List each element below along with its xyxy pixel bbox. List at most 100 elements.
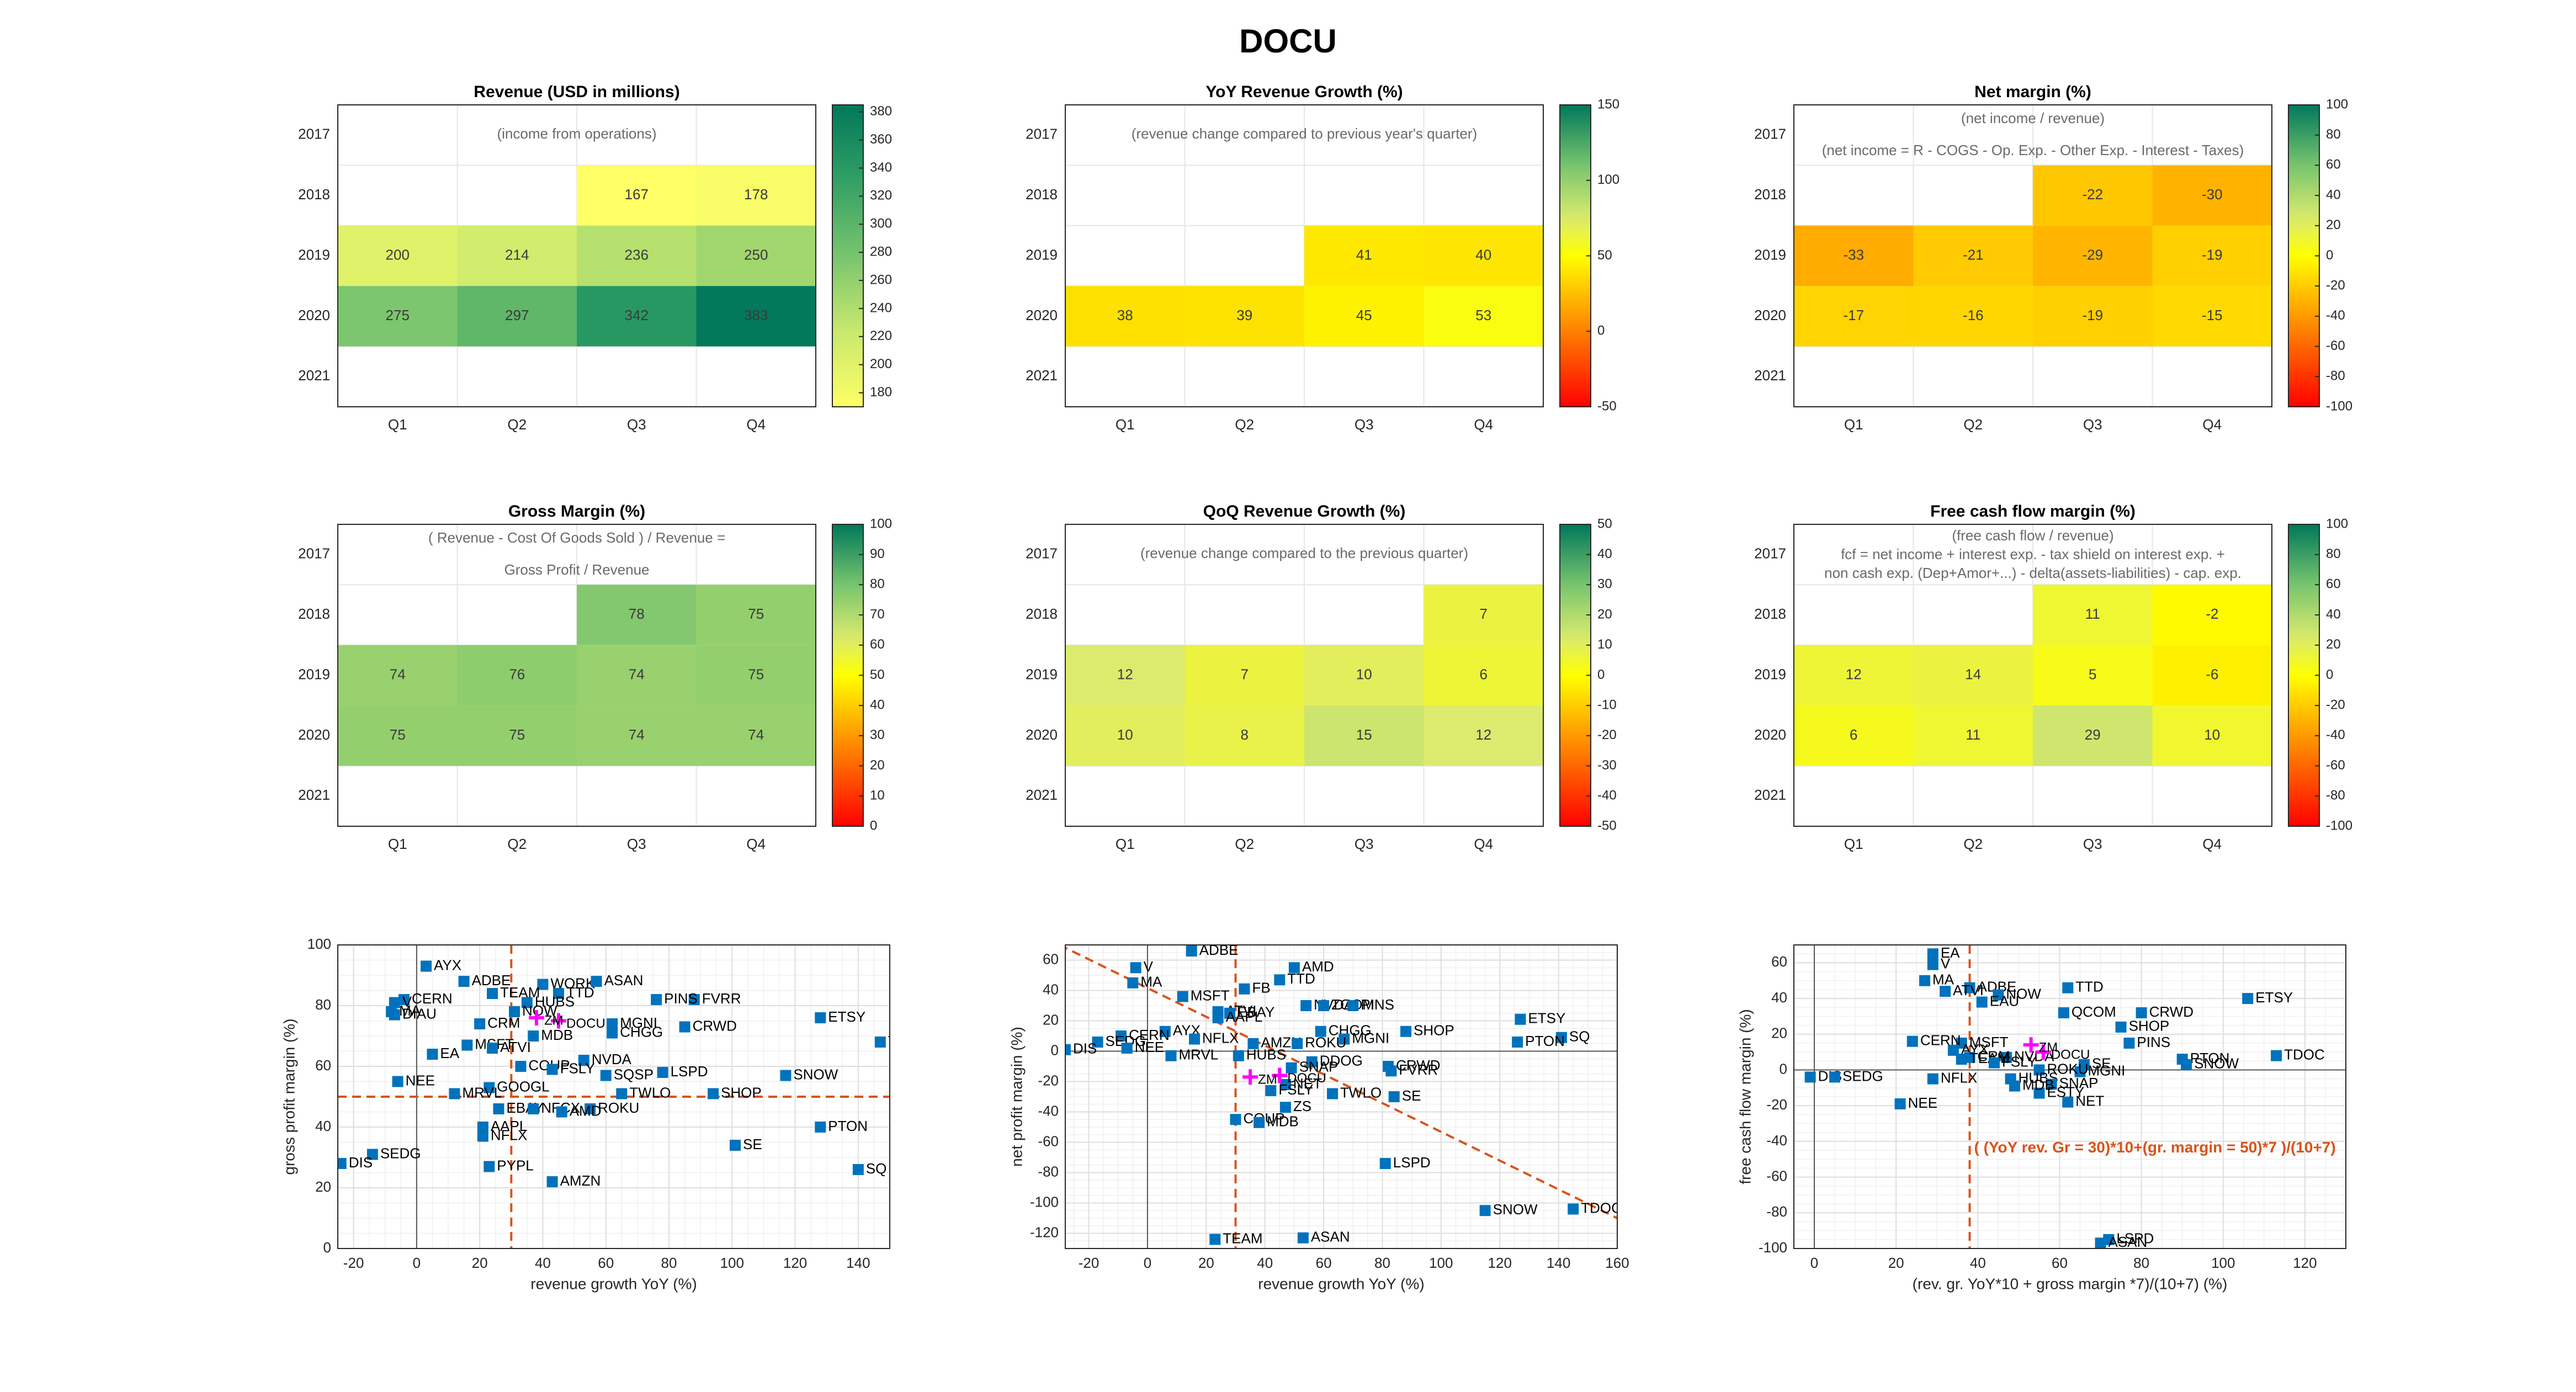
data-point-label: ATVI — [500, 1039, 531, 1055]
data-point-marker — [1976, 996, 1988, 1008]
data-point-marker — [1116, 1030, 1127, 1042]
reference-line — [1065, 946, 1617, 1219]
y-tick-label: 2018 — [1754, 605, 1786, 622]
y-tick-label: 2019 — [298, 666, 330, 682]
data-point-marker — [585, 1103, 596, 1114]
x-tick-label: 120 — [1488, 1255, 1512, 1271]
colorbar-tick-label: 10 — [870, 788, 885, 803]
colorbar-tick-label: 0 — [2326, 667, 2333, 682]
x-tick-label: 80 — [661, 1255, 677, 1271]
data-point-marker — [2062, 1096, 2074, 1108]
data-point-marker — [556, 1106, 567, 1118]
heatmap-chart: 11 -2 12 14 5 -6 6 11 29 10 Q1 Q2 Q3 Q4 2017 2018 2019 20… — [1754, 502, 2352, 852]
data-point-label: EA — [1941, 944, 1960, 961]
colorbar-tick-label: 0 — [1597, 667, 1605, 682]
data-point-marker — [399, 994, 410, 1005]
cell-value-label: 76 — [509, 666, 525, 682]
data-point-label: AMD — [1302, 958, 1334, 975]
heatmap-cell — [577, 585, 697, 645]
data-point-marker — [1515, 1013, 1526, 1025]
cell-value-label: 178 — [744, 186, 768, 203]
data-point-marker — [1279, 1102, 1291, 1113]
chart-subtitle: Gross Profit / Revenue — [504, 561, 650, 578]
cell-value-label: -15 — [2202, 307, 2223, 323]
cell-value-label: 78 — [629, 605, 645, 622]
y-tick-label: 0 — [323, 1239, 331, 1256]
data-point-label: ROKU — [1305, 1034, 1346, 1051]
plot-border — [1793, 524, 2272, 827]
x-axis-label: revenue growth YoY (%) — [1258, 1275, 1424, 1292]
y-axis-label: gross profit margin (%) — [280, 1018, 298, 1175]
y-tick-label: -80 — [1766, 1203, 1787, 1220]
y-tick-label: -80 — [1038, 1163, 1059, 1180]
y-tick-label: 2017 — [298, 126, 330, 142]
data-point-label: DIS — [1073, 1040, 1097, 1057]
data-point-label: MA — [399, 1002, 421, 1019]
y-tick-label: 2020 — [1754, 726, 1786, 743]
chart-title: Gross Margin (%) — [508, 502, 645, 520]
y-tick-label: -120 — [1030, 1224, 1059, 1240]
heatmap-cell — [1913, 286, 2033, 347]
y-tick-label: 40 — [315, 1118, 331, 1134]
heatmap-cell — [2033, 225, 2153, 286]
data-point-label: TDOC — [888, 1033, 929, 1049]
y-tick-label: 2020 — [298, 726, 330, 743]
heatmap-cell — [1185, 645, 1304, 706]
cell-value-label: 41 — [1356, 246, 1372, 263]
colorbar-tick-label: -50 — [1597, 399, 1617, 413]
colorbar-tick-label: -40 — [2326, 308, 2345, 323]
heatmap-cell — [1913, 645, 2033, 706]
data-point-marker — [1804, 1071, 1816, 1083]
y-tick-label: 2020 — [1026, 307, 1058, 323]
heatmap-cell — [696, 705, 816, 766]
heatmap-cell — [1065, 705, 1185, 766]
data-point-marker — [1829, 1071, 1841, 1083]
colorbar-tick-label: 60 — [2326, 577, 2341, 592]
data-point-label: AAPL — [1226, 1008, 1263, 1025]
data-point-marker — [578, 1055, 589, 1066]
x-tick-label: 20 — [472, 1255, 488, 1271]
data-point-label: FVRR — [702, 990, 741, 1007]
data-point-marker — [1279, 1079, 1291, 1090]
x-tick-label: Q4 — [1474, 416, 1493, 433]
data-point-marker — [2033, 1087, 2045, 1099]
plot-border — [337, 944, 890, 1249]
data-point-label: FSLY — [560, 1060, 595, 1076]
data-point-marker — [1186, 945, 1197, 957]
data-point-label: NOW — [522, 1002, 557, 1019]
x-tick-label: Q1 — [388, 416, 407, 433]
heatmap-cell — [577, 225, 697, 286]
heatmap-cell — [457, 286, 577, 347]
cell-value-label: 39 — [1236, 307, 1252, 323]
x-tick-label: 60 — [2052, 1255, 2068, 1271]
cell-value-label: 15 — [1356, 726, 1372, 743]
x-tick-label: Q3 — [2083, 416, 2102, 433]
colorbar-tick-label: -40 — [1597, 788, 1617, 803]
cell-value-label: -19 — [2082, 307, 2103, 323]
x-tick-label: Q3 — [627, 416, 646, 433]
heatmap-cell — [1424, 645, 1543, 706]
data-point-marker — [657, 1067, 668, 1078]
plot-border — [337, 104, 816, 407]
y-tick-label: 2020 — [1754, 307, 1786, 323]
heatmap-chart: -22 -30 -33 -21 -29 -19 -17 -16 -19 -15 Q1 Q2 Q3 Q4 20… — [1754, 83, 2352, 433]
x-tick-label: Q1 — [1116, 836, 1135, 852]
heatmap-cell — [1304, 705, 1424, 766]
y-tick-label: 2019 — [298, 246, 330, 263]
data-point-marker — [2115, 1021, 2127, 1033]
data-point-label: SE — [1402, 1087, 1421, 1104]
heatmap-cell — [1185, 286, 1304, 347]
data-point-label: SEDG — [1842, 1067, 1883, 1084]
cell-value-label: 12 — [1846, 666, 1862, 682]
colorbar-tick-label: -20 — [2326, 278, 2345, 293]
data-point-marker — [1177, 991, 1188, 1002]
data-point-marker — [1327, 1088, 1339, 1099]
data-point-label: CERN — [1129, 1027, 1170, 1043]
data-point-label: CRWD — [2149, 1003, 2193, 1020]
data-point-marker — [1906, 1035, 1918, 1047]
heatmap-cell — [696, 585, 816, 645]
data-point-label: ASAN — [1311, 1229, 1350, 1245]
data-point-marker — [1315, 1026, 1326, 1037]
chart-subtitle: (free cash flow / revenue) — [1952, 527, 2113, 544]
heatmap-cell — [338, 645, 458, 706]
